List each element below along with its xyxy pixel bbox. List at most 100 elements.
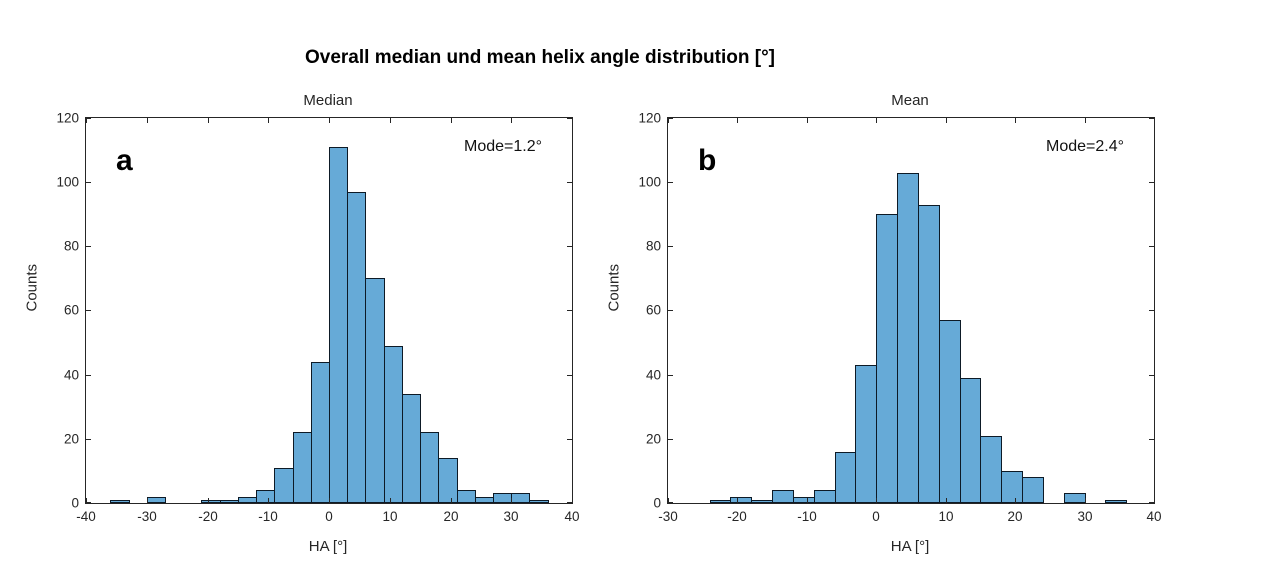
y-tick-mark [668,118,673,119]
y-tick-label: 120 [638,110,661,126]
y-tick-label: 60 [63,302,79,318]
histogram-bar [529,500,549,503]
x-tick-label: -10 [258,509,278,524]
histogram-bar [918,205,940,503]
x-tick-mark [268,498,269,503]
histogram-bar [384,346,403,503]
histogram-bar [220,500,239,503]
y-tick-mark [668,310,673,311]
panel-mean-title: Mean [891,92,929,109]
y-tick-mark [668,375,673,376]
x-tick-mark [668,118,669,123]
y-tick-mark [1149,375,1154,376]
histogram-bar [980,436,1002,503]
panel-median-x-axis-label: HA [°] [308,538,348,555]
panel-mean-x-axis-label: HA [°] [890,538,930,555]
y-tick-mark [1149,118,1154,119]
y-tick-mark [668,502,673,503]
y-tick-mark [567,246,572,247]
panel-median-y-axis-label: Counts [23,263,41,312]
x-tick-mark [807,118,808,123]
x-tick-mark [147,118,148,123]
y-tick-mark [86,310,91,311]
x-tick-mark [86,498,87,503]
y-tick-label: 100 [638,174,661,190]
histogram-bar [457,490,476,503]
y-tick-mark [1149,182,1154,183]
x-tick-mark [86,118,87,123]
x-tick-label: -40 [76,509,96,524]
y-tick-mark [86,502,91,503]
y-tick-mark [86,182,91,183]
x-tick-label: -30 [137,509,157,524]
x-tick-mark [390,498,391,503]
histogram-bar [274,468,294,503]
y-tick-mark [86,246,91,247]
y-tick-mark [86,439,91,440]
x-tick-mark [511,498,512,503]
histogram-bar [420,432,439,503]
histogram-bar [772,490,794,503]
y-tick-label: 40 [645,367,661,383]
x-tick-mark [876,118,877,123]
y-tick-mark [567,182,572,183]
histogram-bar [438,458,458,503]
y-tick-label: 80 [63,238,79,254]
histogram-bar [730,497,752,503]
x-tick-label: -30 [658,509,678,524]
x-tick-mark [451,498,452,503]
y-tick-mark [668,439,673,440]
y-tick-label: 0 [71,495,79,511]
histogram-bar [897,173,919,503]
histogram-bar [1064,493,1086,503]
histogram-bar [835,452,856,503]
y-tick-mark [86,118,91,119]
panel-median-letter: a [116,144,133,177]
histogram-bar [960,378,981,503]
y-tick-mark [1149,246,1154,247]
x-tick-label: 30 [1077,509,1093,524]
histogram-bar [201,500,221,503]
x-tick-mark [668,498,669,503]
x-tick-label: 10 [382,509,398,524]
x-tick-mark [208,498,209,503]
histogram-bar [329,147,348,503]
y-tick-mark [1149,502,1154,503]
x-tick-label: 0 [325,509,333,524]
x-tick-mark [807,498,808,503]
y-tick-label: 120 [56,110,79,126]
x-tick-label: 40 [564,509,580,524]
histogram-bar [147,497,166,503]
histogram-bar [493,493,512,503]
x-tick-mark [946,118,947,123]
histogram-bar [311,362,330,503]
y-tick-mark [668,246,673,247]
y-tick-mark [567,502,572,503]
histogram-bar [475,497,494,503]
panel-median-mode-annotation: Mode=1.2° [463,138,542,155]
histogram-bar [110,500,130,503]
x-tick-mark [1154,498,1155,503]
histogram-bar [511,493,530,503]
panel-mean-letter: b [698,144,717,177]
histogram-bar [238,497,257,503]
y-tick-mark [567,439,572,440]
x-tick-label: 0 [872,509,880,524]
histogram-bar [1001,471,1023,503]
x-tick-mark [572,498,573,503]
x-tick-mark [390,118,391,123]
x-tick-mark [147,498,148,503]
y-tick-label: 0 [653,495,661,511]
histogram-bar [710,500,731,503]
x-tick-mark [1154,118,1155,123]
x-tick-label: 40 [1146,509,1162,524]
y-tick-mark [1149,310,1154,311]
x-tick-mark [451,118,452,123]
x-tick-mark [511,118,512,123]
x-tick-mark [876,498,877,503]
x-tick-mark [572,118,573,123]
y-tick-mark [86,375,91,376]
histogram-bar [347,192,366,503]
x-tick-mark [329,118,330,123]
panel-median-title: Median [303,92,353,109]
